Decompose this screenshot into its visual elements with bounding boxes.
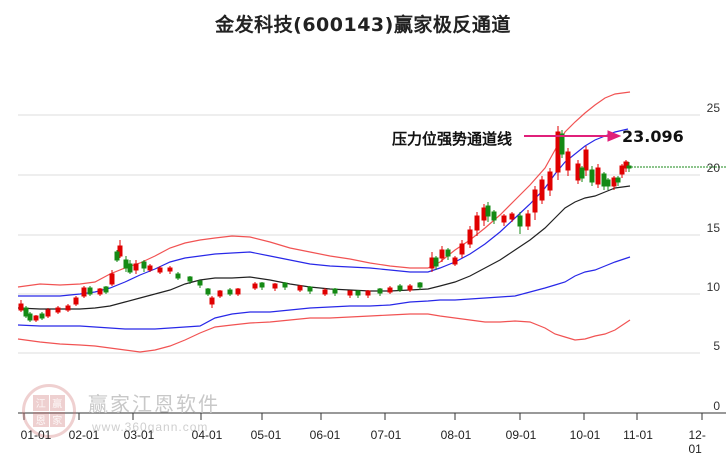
chart-title: 金发科技(600143)赢家极反通道 xyxy=(215,14,511,36)
x-tick: 09-01 xyxy=(505,428,537,442)
watermark-url: www.360gann.com xyxy=(92,420,209,434)
grid-lines xyxy=(18,114,700,354)
watermark-logo: 江 赢 恩 家 xyxy=(22,384,76,438)
y-tick-20: 20 xyxy=(706,161,720,175)
x-tick: 06-01 xyxy=(309,428,341,442)
x-tick: 02-01 xyxy=(68,428,100,442)
x-tick: 08-01 xyxy=(440,428,472,442)
inner-lower-channel xyxy=(17,256,631,330)
x-tick: 03-01 xyxy=(123,428,155,442)
resistance-value: 23.096 xyxy=(622,127,684,146)
x-tick: 12-01 xyxy=(688,428,706,456)
x-tick: 07-01 xyxy=(370,428,402,442)
resistance-label: 压力位强势通道线 xyxy=(392,130,513,148)
y-tick-10: 10 xyxy=(706,280,720,294)
x-tick: 04-01 xyxy=(191,428,223,442)
watermark-logo-char: 恩 xyxy=(33,411,49,427)
watermark-logo-char: 江 xyxy=(33,395,49,411)
watermark-brand: 赢家江恩软件 xyxy=(88,392,220,416)
watermark-logo-char: 赢 xyxy=(49,395,65,411)
resistance-arrow xyxy=(524,130,622,142)
outer-lower-channel xyxy=(17,313,631,353)
outer-upper-channel xyxy=(17,91,631,288)
x-tick: 05-01 xyxy=(250,428,282,442)
x-axis xyxy=(18,412,726,420)
x-tick: 11-01 xyxy=(623,428,653,442)
x-tick: 10-01 xyxy=(569,428,601,442)
y-tick-25: 25 xyxy=(706,101,720,115)
watermark-logo-char: 家 xyxy=(49,411,65,427)
y-tick-5: 5 xyxy=(713,339,720,353)
y-tick-15: 15 xyxy=(706,221,720,235)
candlesticks xyxy=(18,126,632,322)
y-tick-0: 0 xyxy=(713,399,720,413)
x-tick: 01-01 xyxy=(20,428,52,442)
